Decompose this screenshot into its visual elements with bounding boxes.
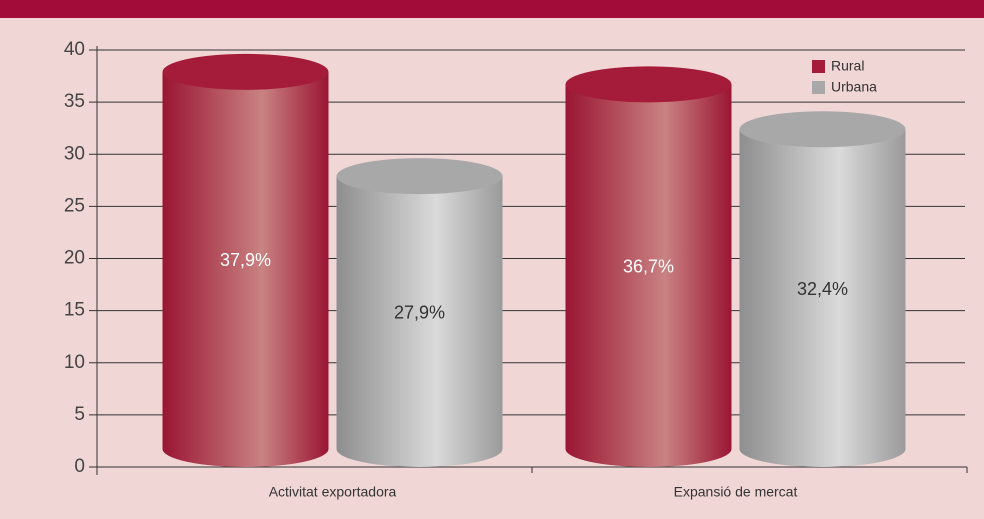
legend-swatch — [812, 81, 825, 94]
value-label: 36,7% — [623, 256, 674, 276]
header-band — [0, 0, 984, 18]
bar — [162, 53, 329, 467]
bar — [565, 66, 732, 467]
y-tick-label: 30 — [64, 143, 85, 164]
bar — [336, 158, 503, 467]
legend-swatch — [812, 60, 825, 73]
y-tick-label: 5 — [74, 404, 85, 425]
cylinder-top — [739, 111, 906, 148]
y-tick-label: 0 — [74, 456, 85, 477]
legend-label: Rural — [831, 58, 864, 74]
x-tick-label: Expansió de mercat — [674, 484, 798, 500]
cylinder-top — [162, 53, 329, 90]
y-tick-label: 40 — [64, 39, 85, 60]
cylinder-body — [162, 71, 329, 467]
y-tick-label: 15 — [64, 300, 85, 321]
value-label: 27,9% — [394, 302, 445, 322]
cylinder-body — [739, 129, 906, 468]
cylinder-body — [565, 84, 732, 467]
cylinder-top — [336, 158, 503, 195]
bar — [739, 111, 906, 468]
y-tick-label: 35 — [64, 91, 85, 112]
value-label: 32,4% — [797, 279, 848, 299]
cylinder-top — [565, 66, 732, 103]
value-label: 37,9% — [220, 250, 271, 270]
x-tick-label: Activitat exportadora — [269, 484, 397, 500]
cylinder-body — [336, 176, 503, 467]
legend-label: Urbana — [831, 79, 877, 95]
y-tick-label: 10 — [64, 352, 85, 373]
y-tick-label: 25 — [64, 195, 85, 216]
y-tick-label: 20 — [64, 248, 85, 269]
